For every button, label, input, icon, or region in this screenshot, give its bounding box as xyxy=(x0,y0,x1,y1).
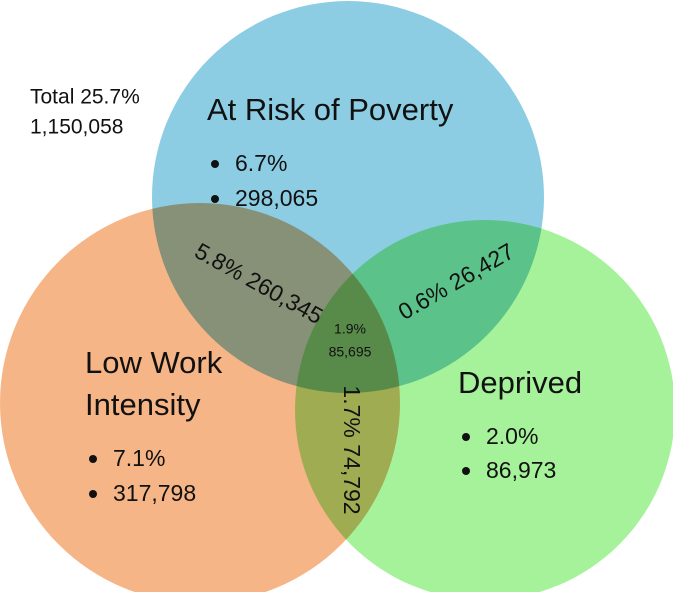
bullet xyxy=(89,455,97,463)
deprived-circle xyxy=(295,220,673,592)
bullet xyxy=(211,160,219,168)
set-label: Low Work xyxy=(85,345,223,380)
set-count: 317,798 xyxy=(113,480,196,506)
bullet xyxy=(211,195,219,203)
set-count: 86,973 xyxy=(486,457,556,483)
set-percent: 7.1% xyxy=(113,445,165,471)
total-percent: Total 25.7% xyxy=(30,86,140,109)
intersection-label: 1.7% 74,792 xyxy=(339,385,365,514)
set-percent: 6.7% xyxy=(235,150,287,176)
center-count: 85,695 xyxy=(329,344,372,360)
bullet xyxy=(462,467,470,475)
bullet xyxy=(89,490,97,498)
total-count: 1,150,058 xyxy=(30,116,123,139)
set-count: 298,065 xyxy=(235,185,318,211)
center-percent: 1.9% xyxy=(334,321,366,337)
set-percent: 2.0% xyxy=(486,423,538,449)
work-circle xyxy=(0,203,400,592)
set-label: Intensity xyxy=(85,387,201,422)
set-label: At Risk of Poverty xyxy=(207,92,454,127)
bullet xyxy=(462,433,470,441)
set-label: Deprived xyxy=(458,365,582,400)
